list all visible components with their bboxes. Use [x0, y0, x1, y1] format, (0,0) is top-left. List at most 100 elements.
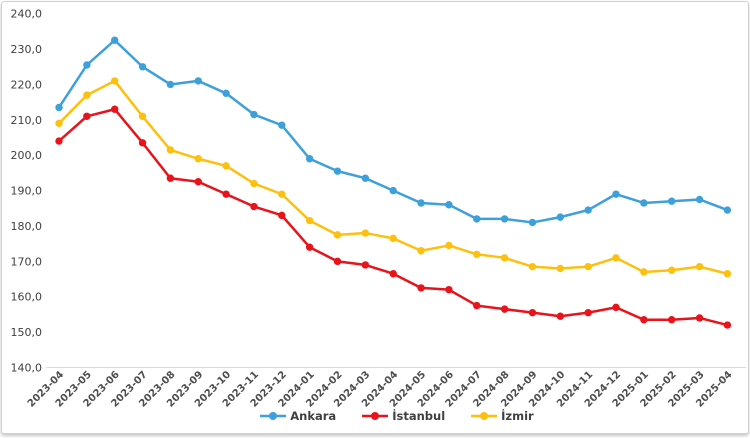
data-point-istanbul	[250, 202, 258, 211]
data-point-izmir	[612, 254, 620, 262]
data-point-istanbul	[111, 105, 119, 113]
data-point-ankara	[695, 195, 704, 204]
data-point-izmir	[250, 179, 258, 188]
data-point-ankara	[222, 89, 230, 98]
data-point-ankara	[445, 201, 453, 209]
y-axis-tick-label: 220,0	[11, 78, 43, 91]
data-point-istanbul	[333, 257, 342, 266]
data-point-ankara	[305, 155, 314, 163]
y-axis-tick-label: 210,0	[11, 114, 43, 127]
data-point-istanbul	[222, 190, 230, 198]
data-point-istanbul	[528, 308, 537, 317]
data-point-izmir	[278, 190, 286, 198]
data-point-izmir	[222, 162, 230, 170]
data-point-istanbul	[194, 178, 202, 186]
data-point-istanbul	[138, 139, 147, 147]
data-point-ankara	[389, 186, 397, 195]
data-point-izmir	[194, 155, 202, 163]
data-point-istanbul	[55, 137, 63, 145]
data-point-ankara	[723, 206, 732, 214]
y-axis-tick-label: 240,0	[11, 8, 43, 21]
series-ankara	[55, 36, 732, 227]
data-point-ankara	[333, 167, 342, 175]
data-point-ankara	[612, 190, 620, 198]
legend-item-ankara[interactable]: Ankara	[260, 409, 336, 423]
data-point-istanbul	[305, 243, 314, 251]
data-point-istanbul	[584, 308, 592, 317]
data-point-ankara	[528, 218, 537, 227]
line-marker-icon	[362, 412, 389, 420]
data-point-ankara	[361, 174, 370, 182]
y-axis-tick-label: 200,0	[11, 149, 43, 162]
data-point-izmir	[333, 231, 342, 239]
chart-canvas: 240,0 230,0 220,0 210,0 200,0 190,0 180,0 170,0…	[11, 8, 746, 410]
data-point-istanbul	[500, 305, 509, 313]
data-point-izmir	[83, 91, 91, 99]
data-point-izmir	[55, 119, 63, 128]
data-point-izmir	[138, 112, 147, 121]
legend-label: İzmir	[501, 409, 534, 423]
data-point-izmir	[528, 262, 537, 271]
data-point-izmir	[695, 262, 704, 271]
data-point-izmir	[445, 241, 453, 250]
data-point-istanbul	[361, 261, 370, 269]
data-point-ankara	[668, 197, 676, 205]
series-line-ankara	[57, 38, 729, 224]
data-point-ankara	[473, 215, 481, 223]
y-axis-tick-label: 150,0	[11, 326, 43, 339]
line-marker-icon	[471, 412, 498, 420]
legend-item-istanbul[interactable]: İstanbul	[362, 409, 445, 423]
data-point-ankara	[111, 36, 119, 44]
data-point-izmir	[500, 254, 509, 262]
legend-label: Ankara	[290, 409, 337, 423]
chart-legend: Ankara İstanbul İzmir	[47, 409, 747, 423]
series-istanbul	[55, 105, 732, 329]
data-point-istanbul	[389, 270, 397, 278]
data-point-istanbul	[417, 284, 425, 292]
legend-item-izmir[interactable]: İzmir	[471, 409, 534, 423]
series-izmir	[55, 77, 732, 278]
data-point-ankara	[55, 103, 63, 112]
series-line-istanbul	[57, 107, 729, 327]
data-point-ankara	[83, 61, 91, 69]
line-marker-icon	[260, 412, 287, 420]
data-point-izmir	[166, 146, 175, 154]
data-point-ankara	[194, 77, 202, 85]
data-point-ankara	[584, 206, 592, 214]
data-point-istanbul	[640, 316, 648, 324]
data-point-istanbul	[473, 301, 481, 310]
data-point-istanbul	[445, 285, 453, 294]
data-point-izmir	[556, 264, 564, 273]
y-axis-tick-label: 180,0	[11, 220, 43, 233]
data-point-izmir	[305, 216, 314, 225]
y-axis-tick-label: 230,0	[11, 43, 43, 56]
data-point-istanbul	[166, 174, 175, 182]
data-point-izmir	[473, 250, 481, 258]
data-point-ankara	[417, 199, 425, 207]
data-point-istanbul	[556, 312, 564, 320]
data-point-izmir	[723, 270, 732, 278]
data-point-izmir	[111, 77, 119, 85]
data-point-istanbul	[695, 314, 704, 322]
legend-label: İstanbul	[392, 409, 446, 423]
data-point-ankara	[500, 215, 509, 223]
data-point-izmir	[417, 247, 425, 255]
data-point-izmir	[668, 266, 676, 274]
data-point-ankara	[556, 213, 564, 221]
data-point-istanbul	[723, 321, 732, 329]
data-point-istanbul	[668, 316, 676, 324]
y-axis-tick-label: 190,0	[11, 185, 43, 198]
data-point-ankara	[166, 80, 175, 89]
data-point-istanbul	[83, 112, 91, 121]
y-axis-tick-label: 170,0	[11, 255, 43, 268]
y-axis-tick-label: 160,0	[11, 291, 43, 304]
data-point-izmir	[584, 262, 592, 271]
data-point-istanbul	[612, 303, 620, 312]
data-point-izmir	[361, 229, 370, 237]
data-point-ankara	[640, 199, 648, 207]
data-point-izmir	[389, 234, 397, 243]
data-point-izmir	[640, 268, 648, 276]
series-line-izmir	[57, 79, 729, 275]
data-point-istanbul	[278, 211, 286, 220]
